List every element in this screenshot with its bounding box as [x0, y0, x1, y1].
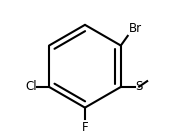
- Text: S: S: [135, 80, 143, 93]
- Text: F: F: [82, 121, 88, 134]
- Text: Cl: Cl: [25, 80, 37, 93]
- Text: Br: Br: [128, 22, 142, 35]
